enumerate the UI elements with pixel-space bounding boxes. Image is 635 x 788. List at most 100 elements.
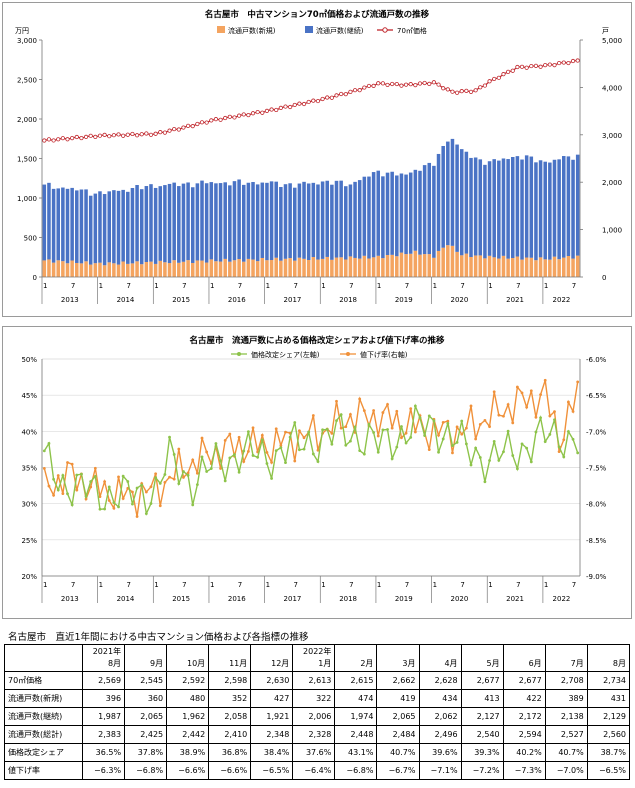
rate-point	[502, 414, 505, 418]
price-point	[283, 104, 288, 109]
bar-continuing	[135, 185, 139, 262]
column-year: 2022年	[303, 647, 332, 656]
bar-new	[450, 245, 455, 277]
price-point	[269, 107, 274, 112]
bar-new	[510, 258, 515, 277]
x-month-label: 1	[321, 282, 325, 290]
rate-point	[228, 432, 232, 436]
bar-new	[562, 257, 566, 277]
table-cell: 2,527	[544, 725, 588, 744]
bar-continuing	[65, 188, 70, 264]
bar-new	[209, 259, 214, 277]
bar-continuing	[575, 154, 580, 256]
price-point	[394, 81, 399, 87]
price-point	[306, 99, 311, 105]
price-point	[403, 82, 409, 87]
right-tick-label: 5,000	[602, 37, 622, 45]
bar-continuing	[450, 138, 455, 246]
table-cell: 36.8%	[208, 743, 252, 762]
price-point	[158, 130, 163, 135]
bar-new	[79, 263, 84, 277]
table-cell: 2,172	[502, 707, 546, 726]
share-series-line	[43, 403, 579, 516]
bar-new	[255, 261, 260, 277]
price-point	[343, 92, 348, 97]
rate-point	[390, 426, 394, 430]
bar-new	[135, 261, 139, 277]
price-point	[380, 81, 385, 86]
table-cell: 40.7%	[376, 743, 420, 762]
bar-continuing	[459, 149, 464, 256]
share-point	[478, 456, 482, 459]
bar-continuing	[139, 189, 144, 265]
table-cell: 2,613	[292, 671, 336, 690]
price-point	[348, 89, 353, 94]
price-point	[325, 95, 330, 100]
bar-continuing	[348, 184, 353, 257]
x-year-label: 2013	[61, 296, 79, 304]
share-point	[404, 441, 408, 445]
price-point	[111, 133, 116, 138]
bar-continuing	[562, 156, 566, 258]
left-tick-label: 30%	[21, 501, 37, 509]
rate-point	[246, 449, 250, 453]
share-point	[279, 446, 283, 450]
share-point	[529, 460, 533, 464]
table-cell: 36.5%	[81, 743, 126, 762]
left-tick-label: 45%	[21, 392, 37, 400]
bar-new	[371, 257, 376, 277]
x-year-label: 2021	[506, 595, 524, 603]
share-point	[460, 419, 464, 423]
share-point	[298, 448, 301, 452]
bar-continuing	[334, 180, 339, 258]
bar-new	[339, 257, 343, 277]
legend-marker	[346, 352, 350, 356]
bar-continuing	[325, 180, 329, 257]
bar-new	[283, 258, 288, 277]
column-year	[170, 646, 205, 658]
left-axis-unit: 万円	[15, 27, 29, 35]
rate-point	[469, 404, 473, 408]
bar-continuing	[330, 184, 334, 260]
x-month-label: 1	[488, 581, 492, 589]
share-point	[390, 457, 394, 461]
share-point	[344, 443, 348, 447]
bar-continuing	[399, 173, 404, 253]
legend-marker	[237, 352, 241, 356]
right-axis-unit: 戸	[602, 27, 609, 35]
table-corner-cell	[4, 644, 83, 672]
bar-new	[149, 261, 153, 277]
table-cell: 38.9%	[166, 743, 210, 762]
share-point	[307, 430, 311, 434]
bar-new	[552, 256, 557, 277]
x-month-label: 7	[460, 282, 464, 290]
share-point	[131, 502, 134, 506]
legend-marker	[382, 27, 388, 33]
price-point	[301, 101, 307, 107]
bar-new	[575, 255, 580, 277]
left-tick-label: 35%	[21, 465, 37, 473]
share-point	[93, 474, 97, 478]
rate-point	[446, 419, 450, 423]
bar-new	[501, 255, 506, 277]
rate-point	[149, 485, 153, 489]
x-month-label: 1	[266, 581, 270, 589]
price-point	[552, 62, 557, 68]
share-point	[451, 444, 454, 448]
table-column-header: 3月	[376, 644, 420, 672]
bar-continuing	[144, 186, 149, 262]
price-point	[278, 105, 283, 110]
bar-continuing	[413, 169, 418, 251]
column-year	[465, 646, 500, 658]
x-month-label: 1	[433, 581, 437, 589]
bar-continuing	[501, 158, 506, 256]
bar-new	[65, 263, 70, 277]
bar-new	[478, 255, 483, 277]
table-cell: 38.7%	[586, 743, 631, 762]
bar-continuing	[487, 161, 492, 256]
share-point	[488, 459, 491, 462]
share-point	[163, 473, 167, 476]
bar-continuing	[311, 182, 316, 258]
share-point	[209, 467, 213, 470]
